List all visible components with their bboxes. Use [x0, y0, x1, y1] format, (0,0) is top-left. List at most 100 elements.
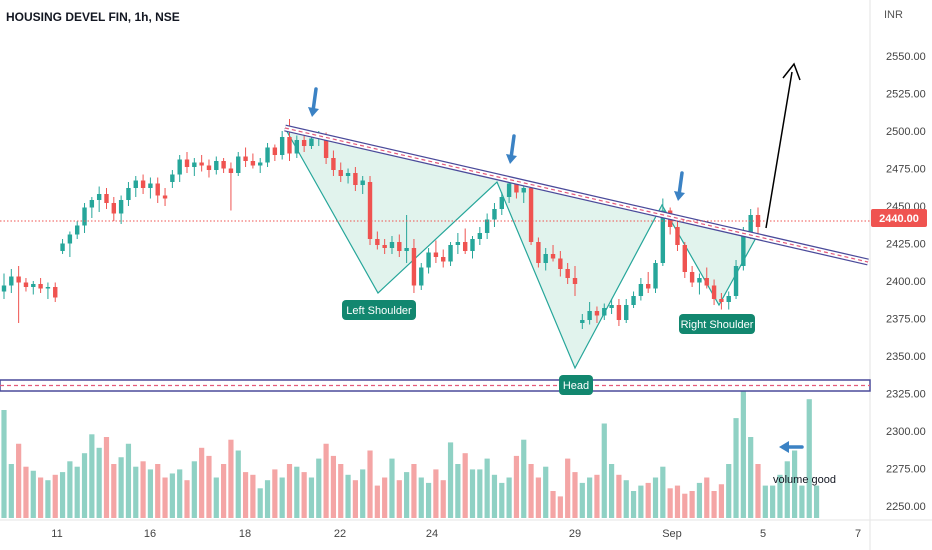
candle-body[interactable]	[689, 272, 695, 283]
candle-body[interactable]	[558, 258, 563, 270]
candle-body[interactable]	[441, 257, 446, 262]
candle-body[interactable]	[580, 320, 585, 323]
candle-body[interactable]	[682, 245, 687, 272]
candle-body[interactable]	[660, 210, 666, 264]
candle-body[interactable]	[492, 209, 497, 220]
candle-body[interactable]	[214, 161, 219, 170]
candle-body[interactable]	[45, 287, 51, 289]
candle-body[interactable]	[1, 285, 7, 292]
candle-body[interactable]	[294, 140, 300, 154]
candle-body[interactable]	[704, 278, 709, 286]
candle-body[interactable]	[118, 200, 124, 214]
candle-body[interactable]	[82, 207, 87, 226]
candle-body[interactable]	[104, 194, 109, 203]
candle-body[interactable]	[419, 267, 424, 286]
candle-body[interactable]	[192, 162, 197, 168]
candle-body[interactable]	[506, 183, 512, 198]
candle-body[interactable]	[675, 227, 680, 245]
candle-body[interactable]	[426, 252, 431, 268]
candle-body[interactable]	[609, 305, 614, 308]
candle-body[interactable]	[67, 234, 73, 244]
candle-body[interactable]	[726, 296, 731, 302]
candle-body[interactable]	[126, 188, 131, 200]
candle-body[interactable]	[521, 188, 526, 193]
candle-body[interactable]	[338, 170, 343, 176]
candle-body[interactable]	[360, 180, 365, 186]
candle-body[interactable]	[258, 162, 263, 166]
candle-body[interactable]	[162, 195, 168, 199]
candle-body[interactable]	[375, 239, 380, 245]
candle-body[interactable]	[550, 254, 556, 259]
candle-body[interactable]	[236, 156, 241, 174]
candle-body[interactable]	[170, 174, 175, 183]
candle-body[interactable]	[411, 248, 417, 286]
candle-body[interactable]	[382, 245, 387, 248]
candle-body[interactable]	[155, 183, 160, 196]
candle-body[interactable]	[38, 284, 43, 289]
candle-body[interactable]	[53, 287, 58, 298]
candle-body[interactable]	[719, 299, 724, 302]
candle-body[interactable]	[228, 168, 234, 174]
candle-body[interactable]	[748, 215, 753, 235]
candle-body[interactable]	[616, 305, 622, 320]
candle-body[interactable]	[331, 158, 336, 170]
candle-body[interactable]	[631, 296, 636, 305]
candle-body[interactable]	[587, 311, 592, 320]
candle-body[interactable]	[96, 194, 102, 200]
candle-body[interactable]	[602, 308, 607, 316]
candle-body[interactable]	[697, 278, 702, 283]
candle-body[interactable]	[265, 147, 270, 163]
candle-body[interactable]	[177, 159, 182, 175]
candle-body[interactable]	[755, 215, 761, 227]
candle-body[interactable]	[309, 138, 314, 147]
candle-body[interactable]	[565, 269, 570, 278]
candle-body[interactable]	[653, 263, 658, 289]
candle-body[interactable]	[433, 252, 439, 258]
candle-body[interactable]	[514, 183, 519, 193]
candle-body[interactable]	[397, 242, 402, 251]
candle-body[interactable]	[16, 276, 21, 283]
candle-body[interactable]	[462, 242, 468, 251]
candle-body[interactable]	[279, 137, 285, 155]
candle-body[interactable]	[60, 243, 65, 252]
candle-body[interactable]	[250, 161, 256, 166]
candle-body[interactable]	[470, 239, 475, 251]
candle-body[interactable]	[287, 137, 292, 154]
candle-body[interactable]	[140, 180, 146, 189]
candle-body[interactable]	[23, 282, 29, 288]
candle-body[interactable]	[31, 284, 36, 287]
candle-body[interactable]	[638, 284, 644, 296]
candle-body[interactable]	[389, 242, 395, 248]
candle-body[interactable]	[301, 140, 307, 146]
candle-body[interactable]	[243, 156, 248, 162]
candle-body[interactable]	[323, 135, 329, 159]
candle-body[interactable]	[133, 180, 138, 189]
candle-body[interactable]	[499, 197, 504, 209]
candle-body[interactable]	[148, 183, 153, 189]
candle-body[interactable]	[111, 203, 117, 214]
candle-body[interactable]	[536, 242, 541, 263]
candle-body[interactable]	[75, 225, 80, 235]
candle-body[interactable]	[645, 284, 651, 289]
candle-body[interactable]	[9, 276, 14, 286]
candle-body[interactable]	[199, 162, 204, 166]
candle-body[interactable]	[272, 147, 278, 156]
candle-body[interactable]	[455, 242, 461, 245]
candle-body[interactable]	[367, 182, 373, 239]
candle-body[interactable]	[484, 219, 490, 234]
candle-body[interactable]	[89, 200, 95, 208]
candle-body[interactable]	[477, 233, 483, 239]
candle-body[interactable]	[572, 278, 578, 284]
candle-body[interactable]	[345, 173, 351, 176]
candle-body[interactable]	[733, 266, 739, 296]
candle-body[interactable]	[543, 254, 548, 263]
candle-body[interactable]	[624, 305, 629, 320]
candle-body[interactable]	[206, 165, 212, 171]
candle-body[interactable]	[404, 248, 409, 251]
candle-body[interactable]	[528, 188, 534, 242]
candle-body[interactable]	[448, 245, 453, 262]
candle-body[interactable]	[711, 285, 717, 300]
candle-body[interactable]	[221, 161, 226, 169]
candle-body[interactable]	[594, 311, 600, 316]
